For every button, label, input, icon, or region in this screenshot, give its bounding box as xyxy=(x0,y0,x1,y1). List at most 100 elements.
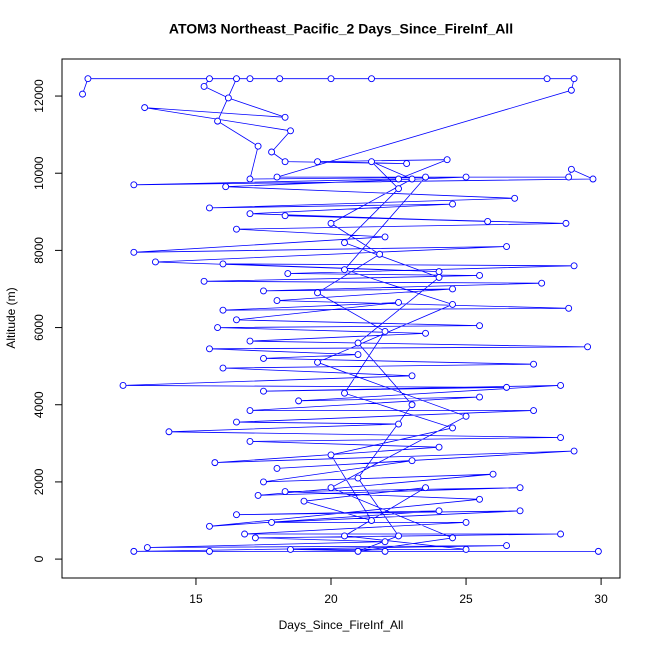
data-point xyxy=(462,518,470,526)
data-point xyxy=(376,250,384,258)
data-point xyxy=(449,285,456,293)
data-point xyxy=(543,75,551,83)
chart-title: ATOM3 Northeast_Pacific_2 Days_Since_Fir… xyxy=(169,21,513,37)
data-point xyxy=(130,181,138,189)
data-point xyxy=(233,418,240,426)
data-point xyxy=(395,420,402,428)
data-point xyxy=(381,233,389,241)
data-point xyxy=(449,424,456,432)
data-point xyxy=(79,90,86,98)
data-point xyxy=(565,304,573,312)
data-point xyxy=(260,478,267,486)
data-point xyxy=(165,428,173,436)
data-point xyxy=(435,268,443,276)
data-point xyxy=(538,279,546,287)
data-point xyxy=(246,210,254,218)
data-point xyxy=(281,488,289,496)
data-point xyxy=(476,393,484,401)
data-point xyxy=(567,86,575,94)
data-point xyxy=(206,75,213,83)
x-tick-label: 20 xyxy=(324,592,338,606)
data-point xyxy=(422,173,429,181)
data-point xyxy=(354,474,362,482)
data-point xyxy=(281,158,289,166)
data-point xyxy=(570,262,578,270)
data-point xyxy=(368,517,375,524)
y-tick-label: 10000 xyxy=(32,156,46,190)
data-point xyxy=(395,299,402,306)
data-point xyxy=(530,360,538,368)
data-point xyxy=(260,287,267,295)
data-point xyxy=(141,104,149,112)
data-point xyxy=(119,381,127,389)
x-axis-label: Days_Since_FireInf_All xyxy=(279,618,404,632)
data-point xyxy=(408,401,416,409)
data-point xyxy=(570,75,578,83)
data-point xyxy=(273,464,281,472)
data-point xyxy=(211,459,219,467)
data-point xyxy=(341,266,348,274)
x-tick-label: 30 xyxy=(594,592,608,606)
data-point xyxy=(476,495,484,503)
y-tick-label: 0 xyxy=(32,555,46,562)
data-point xyxy=(435,507,443,515)
data-point xyxy=(422,484,429,492)
data-point xyxy=(84,75,92,83)
plot-frame xyxy=(61,58,621,579)
data-point xyxy=(516,507,524,515)
data-point xyxy=(251,534,259,542)
data-point xyxy=(246,407,254,414)
data-point xyxy=(381,327,389,335)
data-point xyxy=(219,364,227,372)
data-point xyxy=(503,243,511,250)
data-point xyxy=(268,148,276,156)
y-tick-label: 2000 xyxy=(32,468,46,495)
data-point xyxy=(222,183,230,191)
data-point xyxy=(511,194,519,202)
data-point xyxy=(449,300,456,308)
data-point xyxy=(233,316,240,324)
data-point xyxy=(489,470,497,478)
data-point xyxy=(503,542,511,550)
data-point xyxy=(233,225,240,233)
data-point xyxy=(130,248,138,256)
data-point xyxy=(152,258,159,266)
data-point xyxy=(381,547,389,555)
data-point xyxy=(206,547,213,555)
data-point xyxy=(395,185,402,193)
data-point xyxy=(327,484,335,492)
data-point xyxy=(143,544,151,551)
data-point xyxy=(354,351,362,359)
data-point xyxy=(435,443,443,451)
y-tick-label: 6000 xyxy=(32,314,46,341)
data-point xyxy=(557,434,565,441)
data-point xyxy=(300,497,308,505)
data-point xyxy=(287,127,294,135)
data-point xyxy=(273,173,281,181)
y-tick-label: 8000 xyxy=(32,237,46,264)
data-point xyxy=(341,389,348,397)
data-point xyxy=(462,545,470,553)
data-point xyxy=(408,175,416,183)
data-point xyxy=(562,219,570,227)
data-point xyxy=(327,219,335,227)
data-point xyxy=(287,545,294,553)
data-point xyxy=(314,358,321,366)
y-tick-label: 12000 xyxy=(32,79,46,113)
data-point xyxy=(395,532,402,540)
data-point xyxy=(484,218,492,225)
data-point xyxy=(327,451,335,459)
data-point xyxy=(214,117,222,125)
data-point xyxy=(246,175,254,183)
data-point xyxy=(408,372,416,380)
data-point xyxy=(246,437,254,445)
data-point xyxy=(254,491,262,499)
x-tick-label: 15 xyxy=(189,592,203,606)
data-point xyxy=(354,547,362,555)
data-point xyxy=(273,297,281,305)
data-point xyxy=(557,530,565,538)
data-point xyxy=(295,397,303,405)
data-point xyxy=(327,75,335,83)
data-point xyxy=(314,289,321,297)
data-point xyxy=(206,204,213,212)
